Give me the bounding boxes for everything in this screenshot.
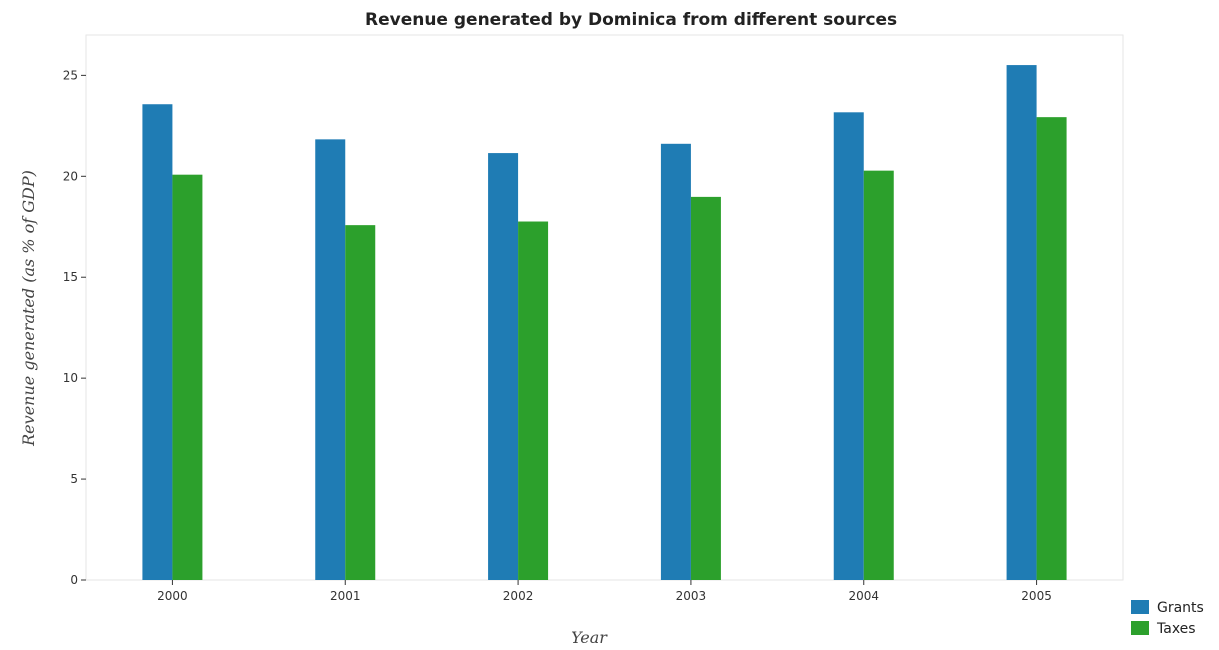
- y-tick-label: 10: [63, 371, 78, 385]
- plot-frame: [85, 34, 1124, 581]
- x-tick-label: 2004: [848, 589, 879, 603]
- x-tick-label: 2005: [1021, 589, 1052, 603]
- bar-taxes-2005: [1036, 117, 1067, 581]
- bar-taxes-2003: [690, 196, 721, 580]
- y-tick-label: 25: [63, 68, 78, 82]
- x-axis-label: Year: [571, 628, 608, 647]
- x-tick-label: 2002: [503, 589, 534, 603]
- y-tick-label: 5: [70, 472, 78, 486]
- bar-taxes-2002: [518, 221, 549, 580]
- bar-grants-2002: [488, 153, 519, 581]
- x-tick-label: 2000: [157, 589, 188, 603]
- y-tick-label: 0: [70, 573, 78, 587]
- bar-grants-2003: [660, 143, 691, 580]
- x-tick-label: 2001: [330, 589, 361, 603]
- bar-taxes-2000: [172, 174, 203, 580]
- legend-swatch-taxes: [1131, 621, 1149, 635]
- bar-taxes-2001: [345, 225, 376, 580]
- legend: Grants Taxes: [1131, 600, 1204, 637]
- y-axis-label: Revenue generated (as % of GDP): [19, 170, 38, 447]
- bar-grants-2004: [833, 112, 864, 580]
- bar-grants-2001: [315, 139, 346, 580]
- y-tick-label: 20: [63, 169, 78, 183]
- y-axis: 0 5 10 15 20 25: [63, 68, 86, 587]
- bar-taxes-2004: [863, 170, 894, 580]
- legend-label-grants: Grants: [1157, 600, 1204, 616]
- x-tick-label: 2003: [676, 589, 707, 603]
- legend-swatch-grants: [1131, 600, 1149, 614]
- chart-title: Revenue generated by Dominica from diffe…: [365, 10, 897, 30]
- bar-grants-2000: [142, 104, 173, 581]
- bars: [142, 65, 1067, 581]
- y-tick-label: 15: [63, 270, 78, 284]
- bar-grants-2005: [1006, 65, 1037, 580]
- legend-label-taxes: Taxes: [1156, 621, 1196, 637]
- x-axis: 2000 2001 2002 2003 2004 2005: [157, 580, 1052, 603]
